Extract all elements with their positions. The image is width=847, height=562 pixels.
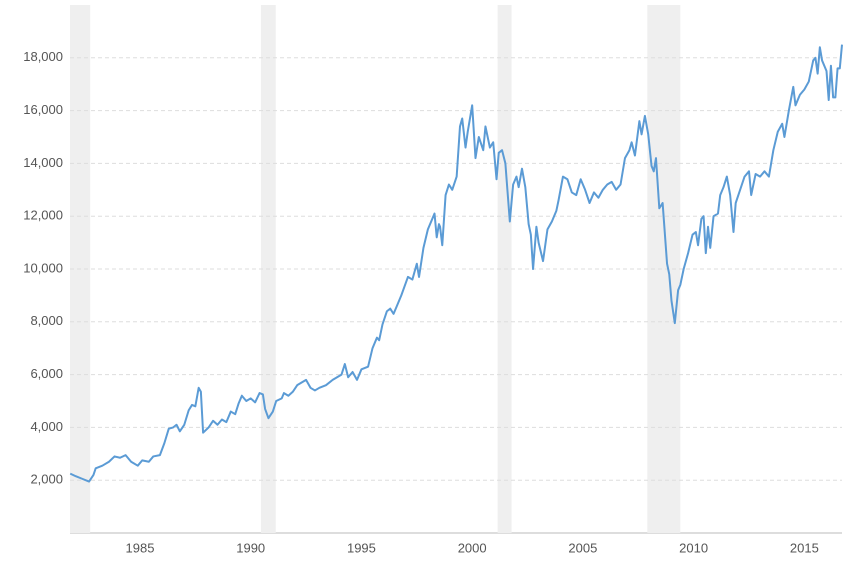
y-tick-label: 6,000 (30, 366, 63, 381)
x-tick-label: 2010 (679, 540, 708, 555)
y-tick-label: 2,000 (30, 472, 63, 487)
x-tick-label: 2015 (790, 540, 819, 555)
x-tick-label: 1995 (347, 540, 376, 555)
y-tick-label: 8,000 (30, 313, 63, 328)
y-tick-label: 10,000 (23, 260, 63, 275)
y-tick-label: 14,000 (23, 155, 63, 170)
y-tick-label: 12,000 (23, 208, 63, 223)
x-tick-label: 2000 (458, 540, 487, 555)
data-line (69, 44, 843, 483)
y-tick-label: 18,000 (23, 49, 63, 64)
x-tick-label: 2005 (568, 540, 597, 555)
y-tick-label: 4,000 (30, 419, 63, 434)
x-tick-label: 1985 (126, 540, 155, 555)
y-tick-label: 16,000 (23, 102, 63, 117)
x-tick-label: 1990 (236, 540, 265, 555)
